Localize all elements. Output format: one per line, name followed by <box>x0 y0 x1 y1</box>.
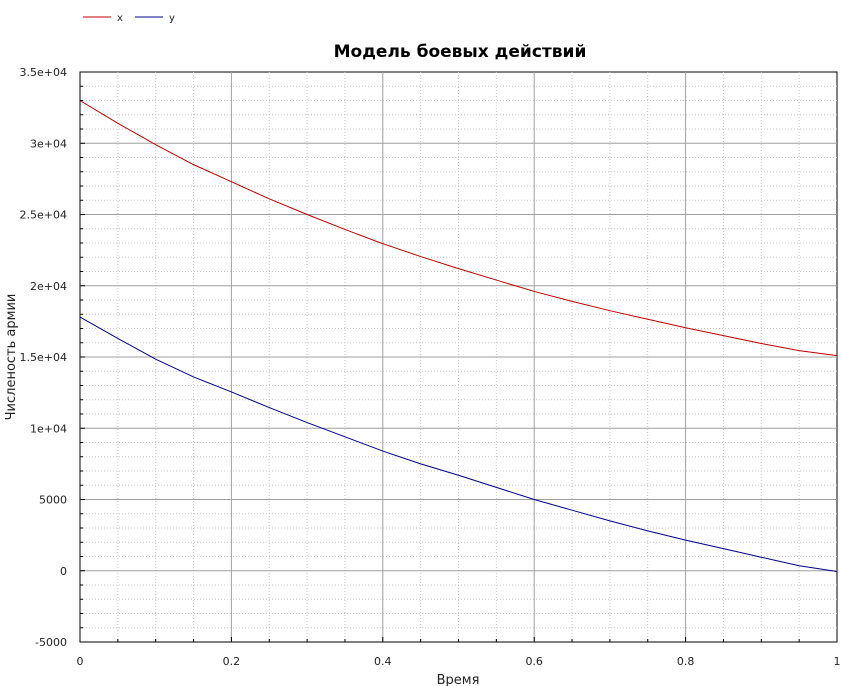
y-tick-label: 1.5e+04 <box>20 351 67 364</box>
y-axis-ticks: -5000 0 5000 1e+04 1.5e+04 2e+04 2.5e+04 3e+04 3… <box>20 66 85 649</box>
chart-title: Модель боевых действий <box>334 42 587 62</box>
y-axis-label: Численость армии <box>4 294 19 421</box>
y-tick-label: 3e+04 <box>30 137 67 150</box>
series-line-y <box>79 316 838 572</box>
y-tick-label: 2.5e+04 <box>20 209 67 222</box>
x-axis-label: Время <box>437 673 480 686</box>
major-grid <box>80 72 837 642</box>
y-tick-label: 5000 <box>39 494 67 507</box>
x-tick-label: 0.8 <box>677 655 695 668</box>
legend-label-x: x <box>117 13 123 24</box>
x-tick-label: 1 <box>834 655 841 668</box>
y-tick-label: 2e+04 <box>30 280 67 293</box>
y-tick-label: 0 <box>60 565 67 578</box>
y-tick-label: 1e+04 <box>30 422 67 435</box>
x-tick-label: 0 <box>77 655 84 668</box>
y-tick-label: -5000 <box>35 636 67 649</box>
x-tick-label: 0.2 <box>223 655 241 668</box>
x-tick-label: 0.6 <box>525 655 543 668</box>
series-line-x <box>79 100 838 357</box>
x-axis-ticks: 0 0.2 0.4 0.6 0.8 1 <box>77 637 841 668</box>
series-layer <box>79 100 838 572</box>
legend-label-y: y <box>169 13 175 24</box>
y-tick-label: 3.5e+04 <box>20 66 67 79</box>
x-tick-label: 0.4 <box>374 655 392 668</box>
